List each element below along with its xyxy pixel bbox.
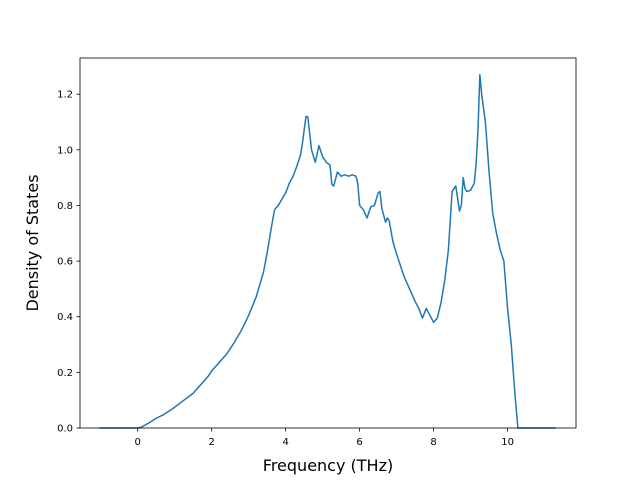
y-tick-label: 0.2 [57,368,73,379]
y-tick-label: 1.2 [57,90,73,101]
plot-frame [79,57,577,429]
y-tick-label: 1.0 [57,145,73,156]
x-tick-label: 4 [282,437,288,448]
x-tick-label: 0 [135,437,141,448]
plot-area [80,58,576,428]
x-tick-label: 2 [208,437,214,448]
y-tick-label: 0.0 [57,424,73,435]
y-axis-ticks: 0.0 0.2 0.4 0.6 0.8 1.0 1.2 [57,90,80,435]
y-tick-label: 0.8 [57,201,73,212]
dos-series-line [99,73,556,429]
x-axis-label: Frequency (THz) [263,456,393,475]
x-tick-label: 10 [501,437,514,448]
x-tick-label: 8 [430,437,436,448]
x-axis-ticks: 0 2 4 6 8 10 [135,428,514,448]
x-tick-label: 6 [356,437,362,448]
y-tick-label: 0.4 [57,312,73,323]
y-tick-label: 0.6 [57,257,73,268]
y-axis-label: Density of States [23,174,42,311]
